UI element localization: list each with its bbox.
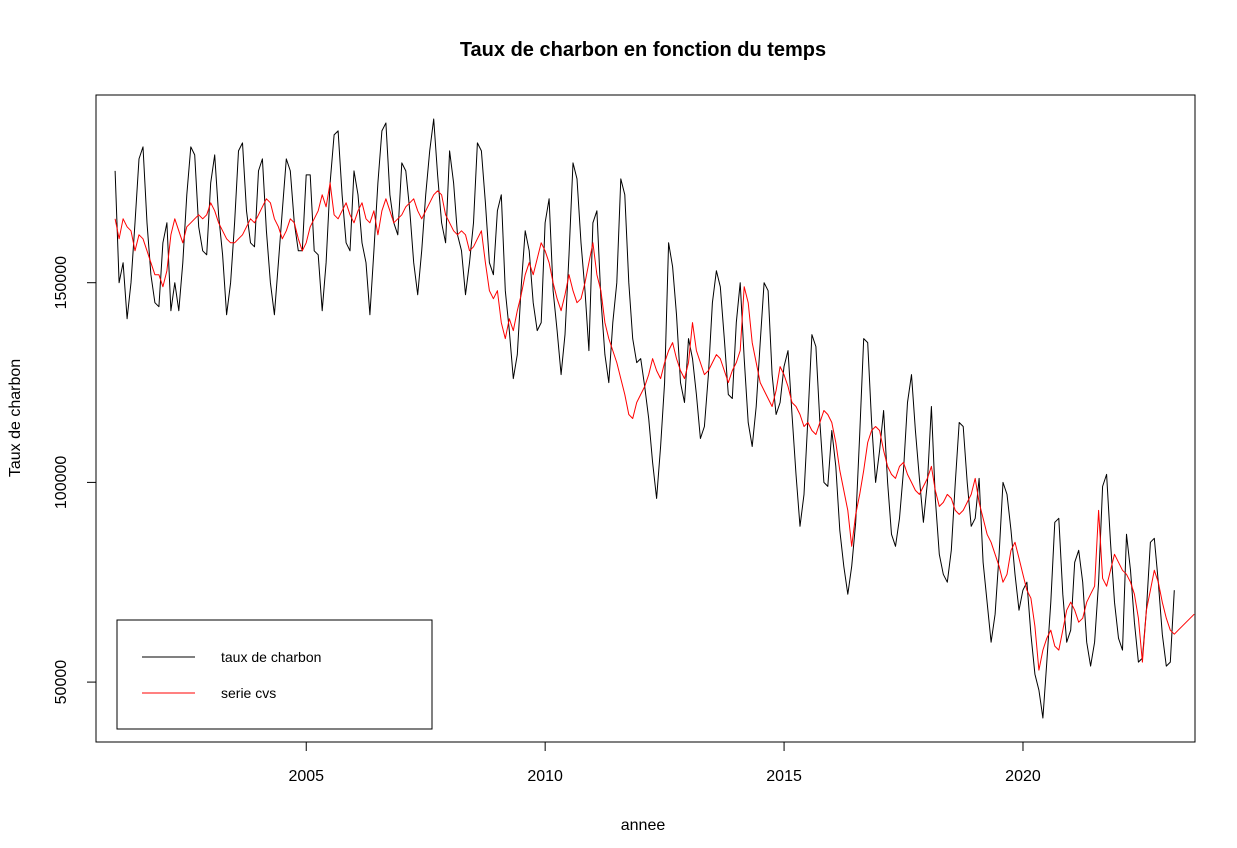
legend-label-taux-de-charbon: taux de charbon	[221, 649, 321, 665]
x-axis-label: annee	[621, 817, 666, 834]
x-tick-label: 2020	[1005, 768, 1041, 785]
y-tick-label: 100000	[53, 456, 70, 509]
legend: taux de charbon serie cvs	[116, 619, 433, 730]
y-tick-label: 150000	[53, 256, 70, 309]
y-axis-label: Taux de charbon	[7, 359, 24, 477]
legend-label-serie-cvs: serie cvs	[221, 685, 276, 701]
series-group	[114, 118, 1195, 719]
x-tick-label: 2015	[766, 768, 802, 785]
chart-title: Taux de charbon en fonction du temps	[460, 39, 826, 61]
x-tick-label: 2010	[527, 768, 563, 785]
series-line-serie-cvs	[114, 182, 1195, 671]
legend-box	[116, 619, 433, 730]
x-tick-label: 2005	[288, 768, 324, 785]
y-tick-label: 50000	[53, 660, 70, 705]
x-axis: 2005 2010 2015 2020	[288, 741, 1041, 785]
y-axis: 50000 100000 150000	[53, 256, 97, 705]
